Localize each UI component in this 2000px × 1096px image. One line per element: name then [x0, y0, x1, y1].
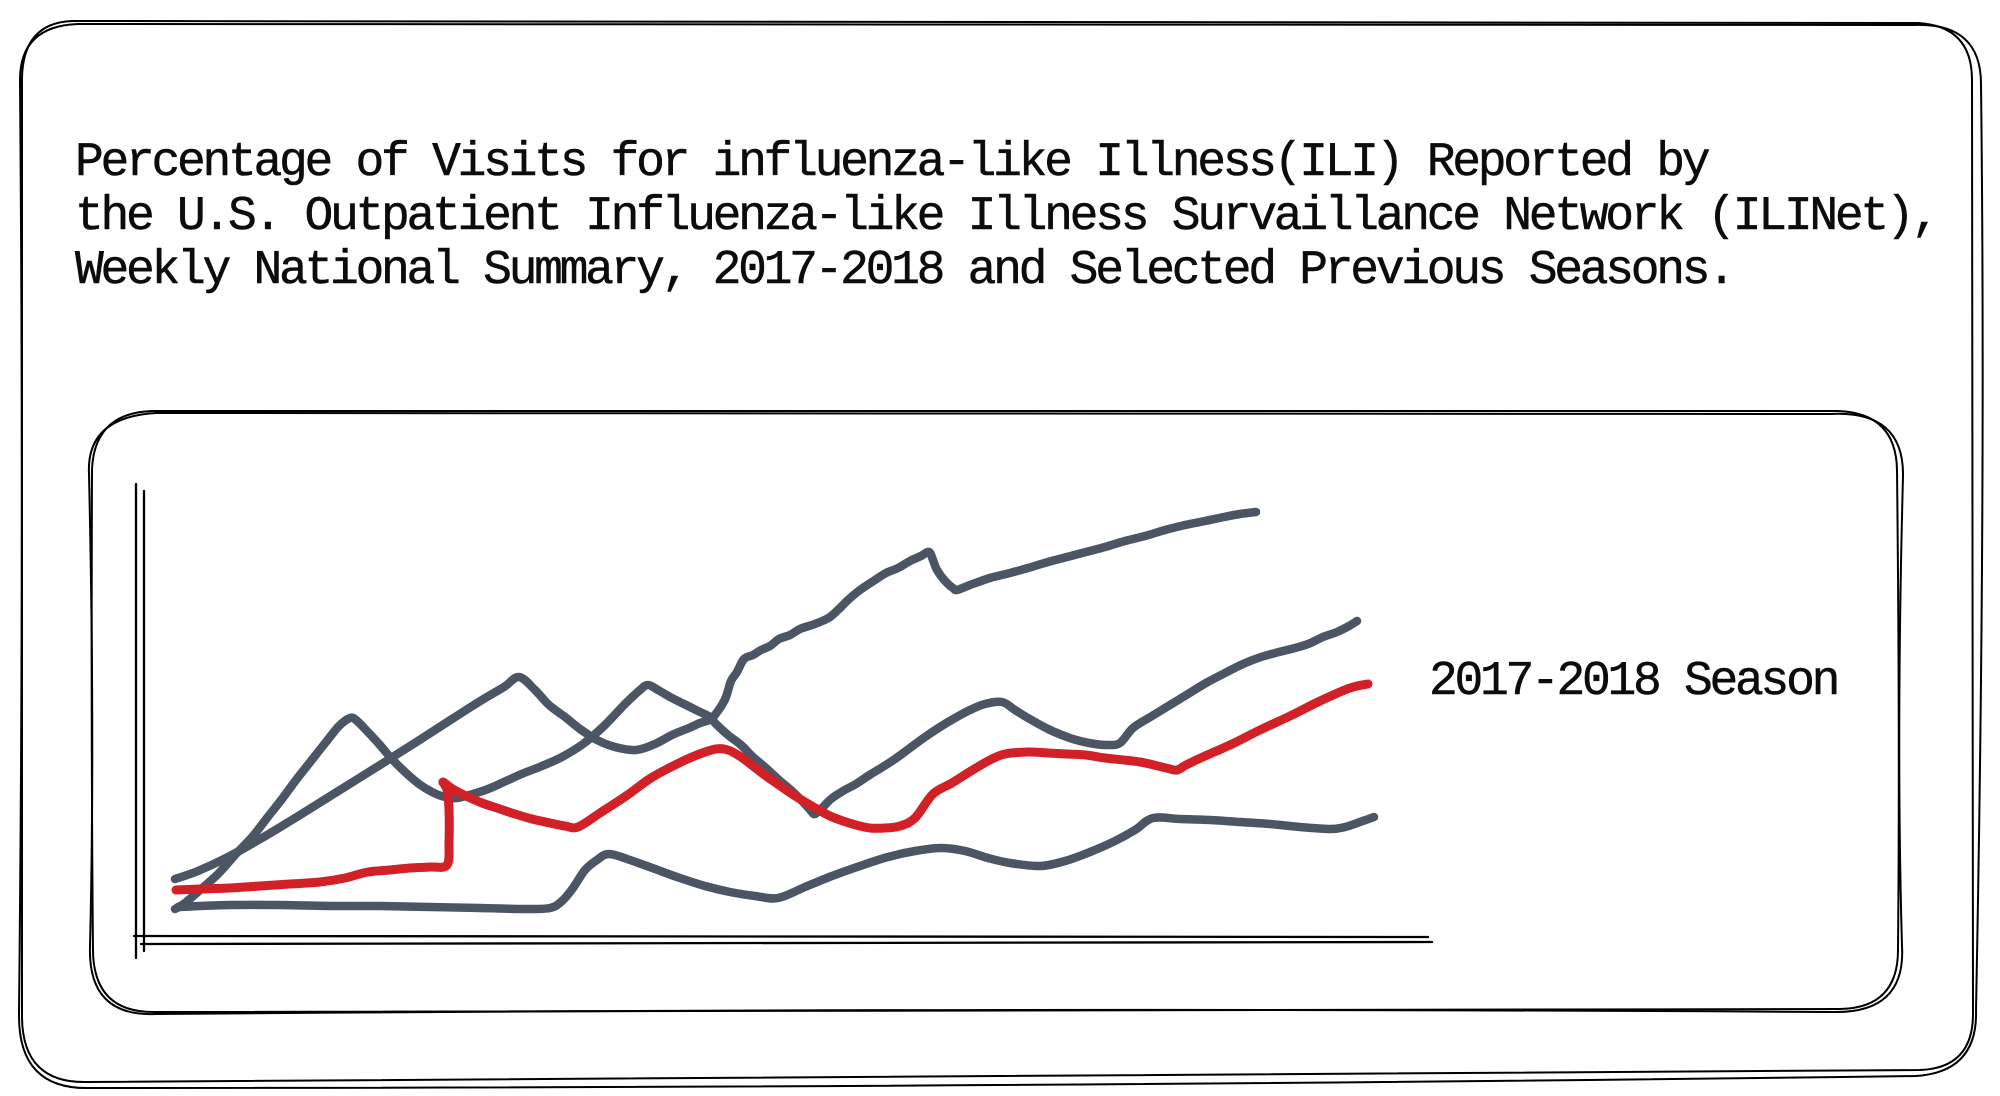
svg-text:the U.S. Outpatient Influenza-: the U.S. Outpatient Influenza-like Illne… [75, 190, 1937, 244]
svg-text:Percentage of Visits for influ: Percentage of Visits for influenza-like … [75, 136, 1710, 190]
svg-text:2017-2018 Season: 2017-2018 Season [1429, 655, 1837, 709]
svg-text:Weekly National Summary, 2017-: Weekly National Summary, 2017-2018 and S… [75, 244, 1733, 298]
